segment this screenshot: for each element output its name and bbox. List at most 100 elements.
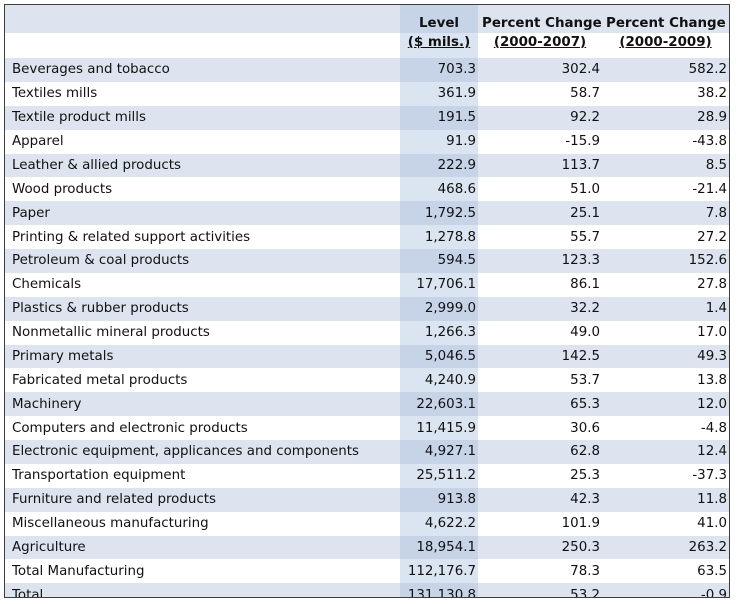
row-pct-2000-2007-cell: 302.4 (478, 58, 602, 82)
row-name-cell: Nonmetallic mineral products (5, 320, 400, 345)
row-pct-2000-2007-cell: 53.2 (478, 583, 602, 597)
row-level-cell: 222.9 (400, 153, 478, 178)
row-pct-2000-2009-cell: 28.9 (602, 105, 729, 130)
table-row: Electronic equipment, applicances and co… (5, 440, 729, 464)
row-pct-2000-2007-cell: 49.0 (478, 320, 602, 345)
table-row: Nonmetallic mineral products 1,266.3 49.0 1… (5, 320, 729, 345)
row-level-cell: 18,954.1 (400, 535, 478, 560)
header-blank (5, 5, 400, 33)
table-row: Miscellaneous manufacturing 4,622.2 101.9 4… (5, 511, 729, 536)
row-level-cell: 112,176.7 (400, 559, 478, 584)
row-pct-2000-2007-cell: 25.1 (478, 201, 602, 226)
row-pct-2000-2007-cell: 32.2 (478, 296, 602, 321)
row-pct-2000-2009-cell: 7.8 (602, 201, 729, 226)
header-blank-2 (5, 33, 400, 58)
row-pct-2000-2009-cell: 17.0 (602, 320, 729, 345)
row-level-cell: 703.3 (400, 58, 478, 82)
table-body: Beverages and tobacco 703.3 302.4 582.2 Text… (5, 58, 729, 597)
row-pct-2000-2009-cell: 13.8 (602, 368, 729, 393)
table-row: Textiles mills 361.9 58.7 38.2 (5, 81, 729, 106)
row-name-cell: Total (5, 583, 400, 597)
row-pct-2000-2009-cell: 11.8 (602, 487, 729, 512)
row-name-cell: Transportation equipment (5, 463, 400, 488)
row-level-cell: 5,046.5 (400, 344, 478, 369)
row-pct-2000-2007-cell: 51.0 (478, 177, 602, 202)
row-level-cell: 11,415.9 (400, 416, 478, 440)
row-pct-2000-2009-cell: -0.9 (602, 583, 729, 597)
row-level-cell: 22,603.1 (400, 392, 478, 417)
row-name-cell: Electronic equipment, applicances and co… (5, 440, 400, 464)
table-row: Agriculture 18,954.1 250.3 263.2 (5, 535, 729, 560)
row-pct-2000-2009-cell: 263.2 (602, 535, 729, 560)
row-pct-2000-2007-cell: 92.2 (478, 105, 602, 130)
row-pct-2000-2007-cell: 86.1 (478, 272, 602, 297)
row-pct-2000-2009-cell: 49.3 (602, 344, 729, 369)
row-name-cell: Wood products (5, 177, 400, 202)
row-level-cell: 17,706.1 (400, 272, 478, 297)
table-row: Petroleum & coal products 594.5 123.3 152.6 (5, 249, 729, 273)
row-level-cell: 1,278.8 (400, 225, 478, 249)
row-name-cell: Leather & allied products (5, 153, 400, 178)
table-row: Wood products 468.6 51.0 -21.4 (5, 177, 729, 202)
row-pct-2000-2007-cell: -15.9 (478, 129, 602, 154)
row-pct-2000-2007-cell: 113.7 (478, 153, 602, 178)
row-level-cell: 131,130.8 (400, 583, 478, 597)
row-name-cell: Agriculture (5, 535, 400, 560)
row-level-cell: 361.9 (400, 81, 478, 106)
row-level-cell: 468.6 (400, 177, 478, 202)
data-table: Level Percent Change Percent Change ($ m… (5, 5, 729, 597)
table-frame: Level Percent Change Percent Change ($ m… (4, 4, 730, 598)
row-pct-2000-2007-cell: 78.3 (478, 559, 602, 584)
row-level-cell: 1,266.3 (400, 320, 478, 345)
header-pct-2000-2007: Percent Change (478, 5, 602, 33)
row-pct-2000-2007-cell: 101.9 (478, 511, 602, 536)
row-name-cell: Furniture and related products (5, 487, 400, 512)
row-pct-2000-2007-cell: 65.3 (478, 392, 602, 417)
table-row: Furniture and related products 913.8 42.3 1… (5, 487, 729, 512)
row-name-cell: Plastics & rubber products (5, 296, 400, 321)
row-pct-2000-2007-cell: 250.3 (478, 535, 602, 560)
table-row: Beverages and tobacco 703.3 302.4 582.2 (5, 58, 729, 82)
header-level-unit: ($ mils.) (400, 33, 478, 58)
row-name-cell: Apparel (5, 129, 400, 154)
row-name-cell: Primary metals (5, 344, 400, 369)
row-pct-2000-2009-cell: 38.2 (602, 81, 729, 106)
row-name-cell: Miscellaneous manufacturing (5, 511, 400, 536)
row-pct-2000-2009-cell: 27.8 (602, 272, 729, 297)
row-name-cell: Beverages and tobacco (5, 58, 400, 82)
row-pct-2000-2009-cell: 12.0 (602, 392, 729, 417)
table-row: Printing & related support activities 1,2… (5, 225, 729, 249)
table-row: Leather & allied products 222.9 113.7 8.5 (5, 153, 729, 178)
table-row: Chemicals 17,706.1 86.1 27.8 (5, 272, 729, 297)
row-name-cell: Total Manufacturing (5, 559, 400, 584)
row-level-cell: 1,792.5 (400, 201, 478, 226)
row-pct-2000-2007-cell: 30.6 (478, 416, 602, 440)
row-level-cell: 91.9 (400, 129, 478, 154)
table-row: Computers and electronic products 11,415.… (5, 416, 729, 440)
row-name-cell: Petroleum & coal products (5, 249, 400, 273)
header-pct1-period: (2000-2007) (478, 33, 602, 58)
row-pct-2000-2009-cell: -21.4 (602, 177, 729, 202)
row-pct-2000-2009-cell: 41.0 (602, 511, 729, 536)
row-pct-2000-2009-cell: 27.2 (602, 225, 729, 249)
row-level-cell: 4,240.9 (400, 368, 478, 393)
row-pct-2000-2009-cell: -43.8 (602, 129, 729, 154)
header-row-units: ($ mils.) (2000-2007) (2000-2009) (5, 33, 729, 58)
header-row-labels: Level Percent Change Percent Change (5, 5, 729, 33)
row-level-cell: 191.5 (400, 105, 478, 130)
row-pct-2000-2009-cell: 1.4 (602, 296, 729, 321)
row-pct-2000-2009-cell: 582.2 (602, 58, 729, 82)
row-pct-2000-2007-cell: 142.5 (478, 344, 602, 369)
header-pct2-period-text: (2000-2009) (619, 35, 712, 50)
row-level-cell: 594.5 (400, 249, 478, 273)
row-level-cell: 913.8 (400, 487, 478, 512)
row-pct-2000-2009-cell: 8.5 (602, 153, 729, 178)
row-name-cell: Textiles mills (5, 81, 400, 106)
row-name-cell: Textile product mills (5, 105, 400, 130)
table-row: Textile product mills 191.5 92.2 28.9 (5, 105, 729, 130)
table-row: Machinery 22,603.1 65.3 12.0 (5, 392, 729, 417)
row-name-cell: Printing & related support activities (5, 225, 400, 249)
table-row: Transportation equipment 25,511.2 25.3 -37.… (5, 463, 729, 488)
row-level-cell: 25,511.2 (400, 463, 478, 488)
row-name-cell: Machinery (5, 392, 400, 417)
